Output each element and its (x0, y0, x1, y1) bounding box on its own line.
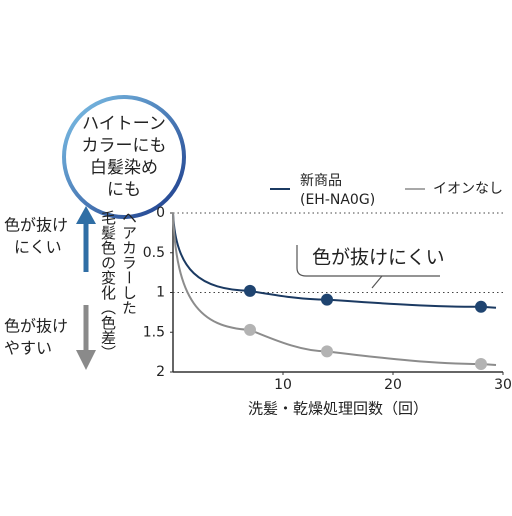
down-label: やすい (4, 339, 52, 358)
series-line (172, 212, 497, 309)
marker (244, 323, 256, 336)
badge-circle (62, 95, 186, 219)
down-arrow-head (76, 350, 96, 370)
series-line (172, 212, 497, 367)
legend-label: 新商品 (300, 173, 342, 189)
x-tick-label: 30 (494, 377, 512, 393)
badge-text: ハイトーン (82, 114, 166, 134)
y-tick-label: 1.5 (143, 324, 165, 340)
annotation: 色が抜けにくい (312, 247, 445, 269)
badge-text: カラーにも (82, 136, 167, 156)
up-arrow-head (76, 206, 96, 224)
badge-text: にも (107, 180, 141, 200)
legend-label: イオンなし (433, 181, 503, 197)
annotation-bracket (296, 245, 440, 277)
x-tick-label: 20 (384, 377, 402, 393)
marker (475, 300, 487, 313)
marker (321, 293, 333, 306)
y-axis-label: ヘアカラーした (120, 210, 138, 315)
marker (321, 345, 333, 358)
legend-label: (EH-NA0G) (300, 192, 375, 208)
down-label: 色が抜け (4, 317, 68, 336)
badge-text: 白髪染め (90, 158, 158, 178)
y-tick-label: 0 (156, 205, 165, 221)
y-tick-label: 1 (156, 285, 165, 301)
marker (475, 358, 487, 371)
y-axis-label: 毛髪色の変化（色差） (99, 210, 117, 360)
annotation-pointer (371, 275, 383, 289)
y-tick-label: 0.5 (143, 245, 165, 261)
up-label: にくい (14, 238, 62, 257)
x-tick-label: 10 (274, 377, 292, 393)
y-tick-label: 2 (156, 364, 165, 380)
marker (244, 284, 256, 297)
x-axis-label: 洗髪・乾燥処理回数（回） (248, 400, 428, 418)
up-label: 色が抜け (4, 216, 68, 235)
